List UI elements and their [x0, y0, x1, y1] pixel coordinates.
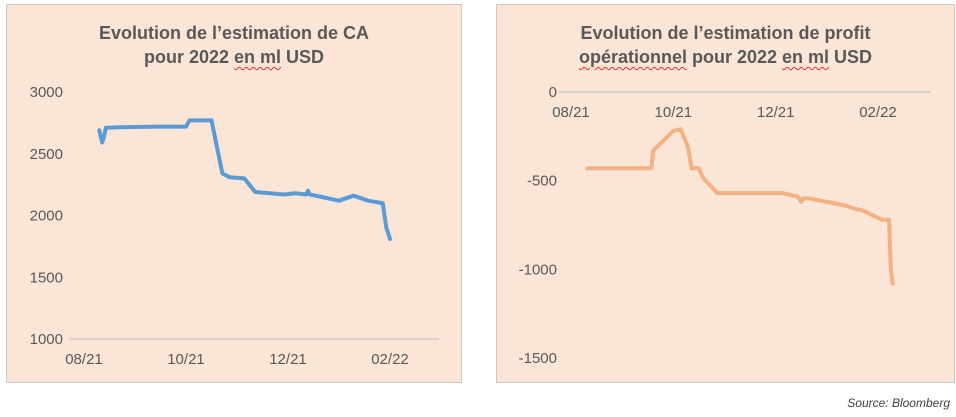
- chart-profit-x-tick-label: 02/22: [859, 104, 897, 121]
- chart-profit-series-line: [585, 127, 895, 286]
- title-ca-line2-c: USD: [281, 47, 325, 67]
- title-profit-line2-d: USD: [829, 47, 873, 67]
- chart-profit-y-tick-label: -500: [527, 173, 557, 190]
- chart-ca-y-tick-label: 2000: [30, 208, 63, 225]
- source-note: Source: Bloomberg: [847, 396, 950, 410]
- chart-ca-y-tick-label: 3000: [30, 84, 63, 101]
- chart-title-ca: Evolution de l’estimation de CA pour 202…: [7, 21, 461, 69]
- chart-profit-x-tick-label: 08/21: [552, 104, 590, 121]
- chart-ca-plot: 08/21 10/21 12/21 02/22 1000 1500 2000 2500 3000: [30, 84, 439, 368]
- chart-ca-y-tick-label: 1500: [30, 269, 63, 286]
- chart-ca-series-line: [97, 118, 392, 241]
- chart-ca-x-tick-label: 10/21: [167, 351, 205, 368]
- chart-profit-y-tick-label: 0: [549, 84, 557, 101]
- chart-title-profit-line1: Evolution de l’estimation de profit: [580, 23, 871, 43]
- title-ca-line2-b: en ml: [234, 47, 282, 67]
- chart-profit-x-tick-label: 10/21: [655, 104, 693, 121]
- chart-ca-x-tick-label: 02/22: [371, 351, 409, 368]
- chart-ca-y-tick-label: 2500: [30, 146, 63, 163]
- title-profit-line2-c: en ml: [782, 47, 830, 67]
- chart-ca-x-tick-label: 12/21: [269, 351, 307, 368]
- title-profit-line2-a: opérationnel: [578, 47, 687, 67]
- chart-title-ca-line1: Evolution de l’estimation de CA: [98, 23, 370, 43]
- chart-title-profit-line2: opérationnel pour 2022 en ml USD: [497, 45, 954, 69]
- chart-ca-y-tick-label: 1000: [30, 331, 63, 348]
- chart-profit-plot: 08/21 10/21 12/21 02/22 0 -500 -1000 -1500: [519, 84, 931, 367]
- chart-title-ca-line2: pour 2022 en ml USD: [7, 45, 461, 69]
- chart-profit-y-tick-label: -1000: [519, 261, 557, 278]
- chart-profit-x-tick-label: 12/21: [757, 104, 795, 121]
- title-ca-line2-a: pour 2022: [143, 47, 234, 67]
- chart-title-profit: Evolution de l’estimation de profit opér…: [497, 21, 954, 69]
- chart-ca-x-tick-label: 08/21: [65, 351, 103, 368]
- chart-panel-profit: Evolution de l’estimation de profit opér…: [496, 4, 955, 383]
- chart-profit-y-tick-label: -1500: [519, 350, 557, 367]
- title-profit-line2-b: pour 2022: [686, 47, 783, 67]
- chart-panel-ca: Evolution de l’estimation de CA pour 202…: [6, 4, 462, 383]
